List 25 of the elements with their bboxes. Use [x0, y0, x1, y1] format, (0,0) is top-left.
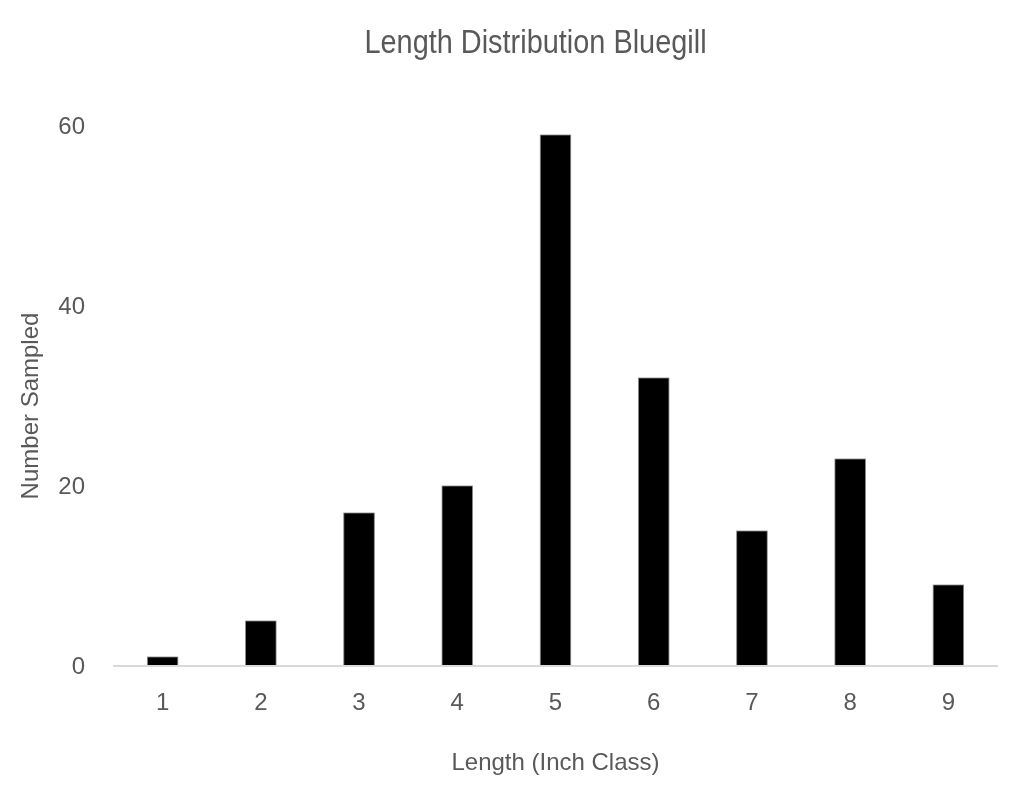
x-tick-label: 2: [254, 688, 268, 716]
x-tick-label: 3: [352, 688, 366, 716]
bar: [834, 458, 866, 667]
bar: [736, 530, 768, 667]
bar: [638, 377, 670, 667]
y-axis-title: Number Sampled: [16, 312, 43, 500]
x-tick-label: 7: [745, 688, 759, 716]
x-tick-label: 1: [155, 688, 170, 716]
bar: [932, 584, 965, 667]
x-tick-label: 6: [647, 688, 661, 716]
x-tick-label: 5: [548, 688, 563, 716]
bar: [146, 656, 179, 667]
y-tick-label: 20: [58, 472, 85, 500]
x-tick-label: 9: [941, 688, 956, 716]
y-tick-label: 60: [58, 112, 85, 140]
x-tick-label: 8: [843, 688, 857, 716]
y-tick-label: 40: [58, 292, 85, 320]
chart-title: Length Distribution Bluegill: [364, 21, 707, 61]
bar: [441, 485, 473, 667]
bar: [539, 134, 572, 667]
y-tick-label: 0: [71, 652, 85, 680]
x-axis-title: Length (Inch Class): [451, 748, 660, 775]
bar: [343, 512, 375, 667]
x-tick-label: 4: [450, 688, 464, 716]
bar: [245, 620, 277, 667]
